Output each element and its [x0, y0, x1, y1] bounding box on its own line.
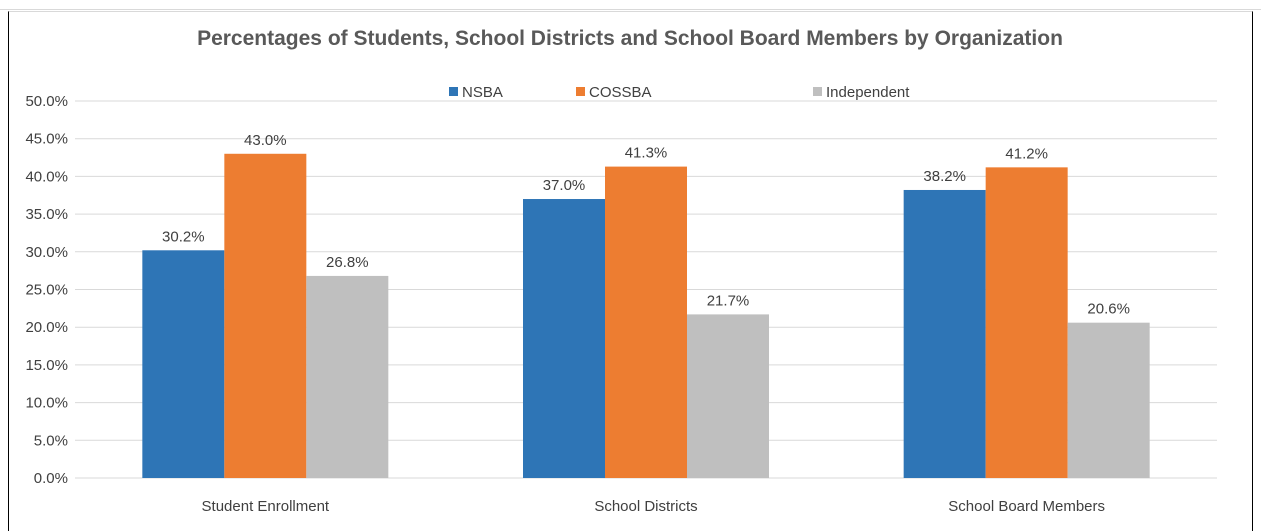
y-tick-label: 5.0%: [34, 432, 68, 449]
bar-independent-school-board-members: [1067, 322, 1150, 478]
bar-nsba-student-enrollment: [142, 250, 225, 478]
y-tick-label: 40.0%: [25, 168, 68, 185]
x-tick-label: School Districts: [594, 498, 697, 515]
bar-independent-school-districts: [687, 314, 769, 478]
y-tick-label: 0.0%: [34, 470, 68, 487]
data-label: 41.2%: [1005, 145, 1048, 162]
bar-cossba-school-board-members: [985, 167, 1068, 479]
x-tick-label: Student Enrollment: [202, 498, 330, 515]
legend-swatch-cossba: [576, 87, 585, 96]
bar-independent-student-enrollment: [306, 275, 389, 478]
y-tick-label: 15.0%: [25, 357, 68, 374]
y-axis-ticks: 0.0% 5.0% 10.0% 15.0% 20.0% 25.0% 30.0% 35.0% 40…: [25, 93, 68, 487]
legend-label: Independent: [826, 84, 910, 101]
y-tick-label: 50.0%: [25, 93, 68, 110]
y-tick-label: 20.0%: [25, 319, 68, 336]
data-label: 43.0%: [244, 132, 287, 149]
x-tick-label: School Board Members: [948, 498, 1105, 515]
sheet-gridline: [0, 9, 1261, 10]
data-label: 37.0%: [543, 177, 586, 194]
y-tick-label: 35.0%: [25, 206, 68, 223]
bar-nsba-school-districts: [523, 199, 605, 478]
y-tick-label: 30.0%: [25, 244, 68, 261]
data-label: 41.3%: [625, 145, 668, 162]
data-label: 38.2%: [923, 168, 966, 185]
data-label: 30.2%: [162, 228, 205, 245]
data-label: 26.8%: [326, 254, 369, 271]
data-labels: 30.2% 43.0% 26.8% 37.0% 41.3% 21.7% 38.2% 41.2%…: [162, 132, 1130, 318]
bars: [142, 153, 1150, 479]
y-tick-label: 45.0%: [25, 131, 68, 148]
chart-title: Percentages of Students, School District…: [197, 27, 1063, 50]
legend-label: NSBA: [462, 84, 503, 101]
legend-label: COSSBA: [589, 84, 652, 101]
y-tick-label: 25.0%: [25, 282, 68, 299]
data-label: 20.6%: [1087, 301, 1130, 318]
bar-nsba-school-board-members: [903, 189, 986, 479]
data-label: 21.7%: [707, 292, 750, 309]
bar-cossba-student-enrollment: [224, 153, 307, 478]
legend-swatch-nsba: [449, 87, 458, 96]
x-axis-ticks: Student Enrollment School Districts School…: [202, 498, 1105, 515]
y-tick-label: 10.0%: [25, 395, 68, 412]
legend: NSBA COSSBA Independent: [449, 84, 910, 101]
bar-cossba-school-districts: [605, 166, 687, 478]
legend-swatch-independent: [813, 87, 822, 96]
